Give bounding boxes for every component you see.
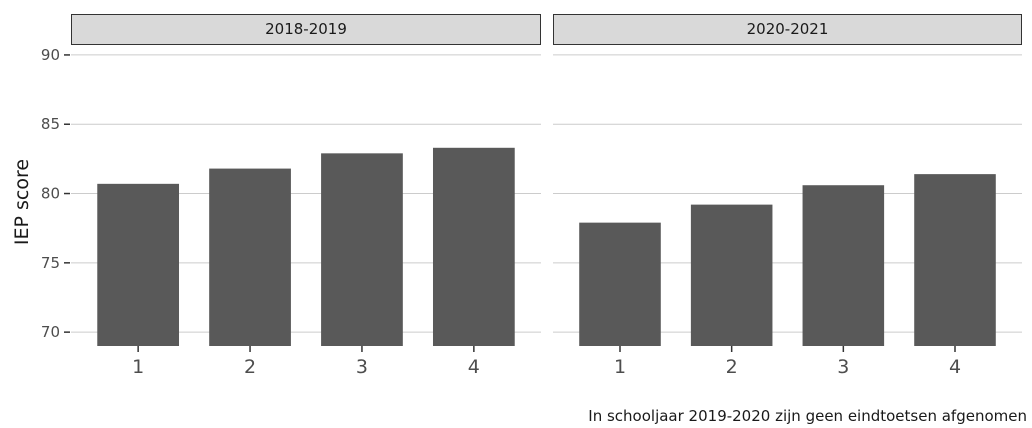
bars-layer: [97, 147, 996, 346]
y-tick-label-85: 85: [41, 115, 60, 133]
x-tick-label-4: 4: [468, 356, 480, 378]
bar-2018-2019-3: [321, 153, 403, 346]
x-tick-label-2: 2: [726, 356, 738, 378]
bar-2018-2019-2: [209, 168, 291, 346]
x-tick-label-4: 4: [949, 356, 961, 378]
chart-caption: In schooljaar 2019-2020 zijn geen eindto…: [588, 407, 1027, 425]
y-tick-label-75: 75: [41, 254, 60, 272]
x-tick-label-3: 3: [837, 356, 849, 378]
x-tick-label-3: 3: [356, 356, 368, 378]
bar-2018-2019-1: [97, 183, 180, 346]
facet-strip-1: [71, 14, 541, 45]
x-tick-label-1: 1: [132, 356, 144, 378]
bar-2020-2021-1: [579, 222, 661, 346]
bar-2020-2021-4: [914, 174, 996, 346]
x-tick-label-2: 2: [244, 356, 256, 378]
facet-strip-label-2: 2020-2021: [747, 20, 829, 38]
y-tick-label-90: 90: [41, 46, 60, 64]
bar-2018-2019-4: [432, 147, 515, 346]
bar-2020-2021-3: [802, 185, 885, 346]
axes-layer: 70 75 80 85 90 1 2 3 4 1 2 3 4: [41, 46, 961, 378]
facet-strip-label-1: 2018-2019: [265, 20, 347, 38]
facet-strips: 2018-2019 2020-2021: [71, 14, 1022, 45]
y-axis-label: IEP score: [11, 159, 33, 245]
y-tick-label-80: 80: [41, 185, 60, 203]
bar-2020-2021-2: [690, 204, 773, 346]
facet-strip-2: [553, 14, 1022, 45]
y-tick-label-70: 70: [41, 323, 60, 341]
x-tick-label-1: 1: [614, 356, 626, 378]
